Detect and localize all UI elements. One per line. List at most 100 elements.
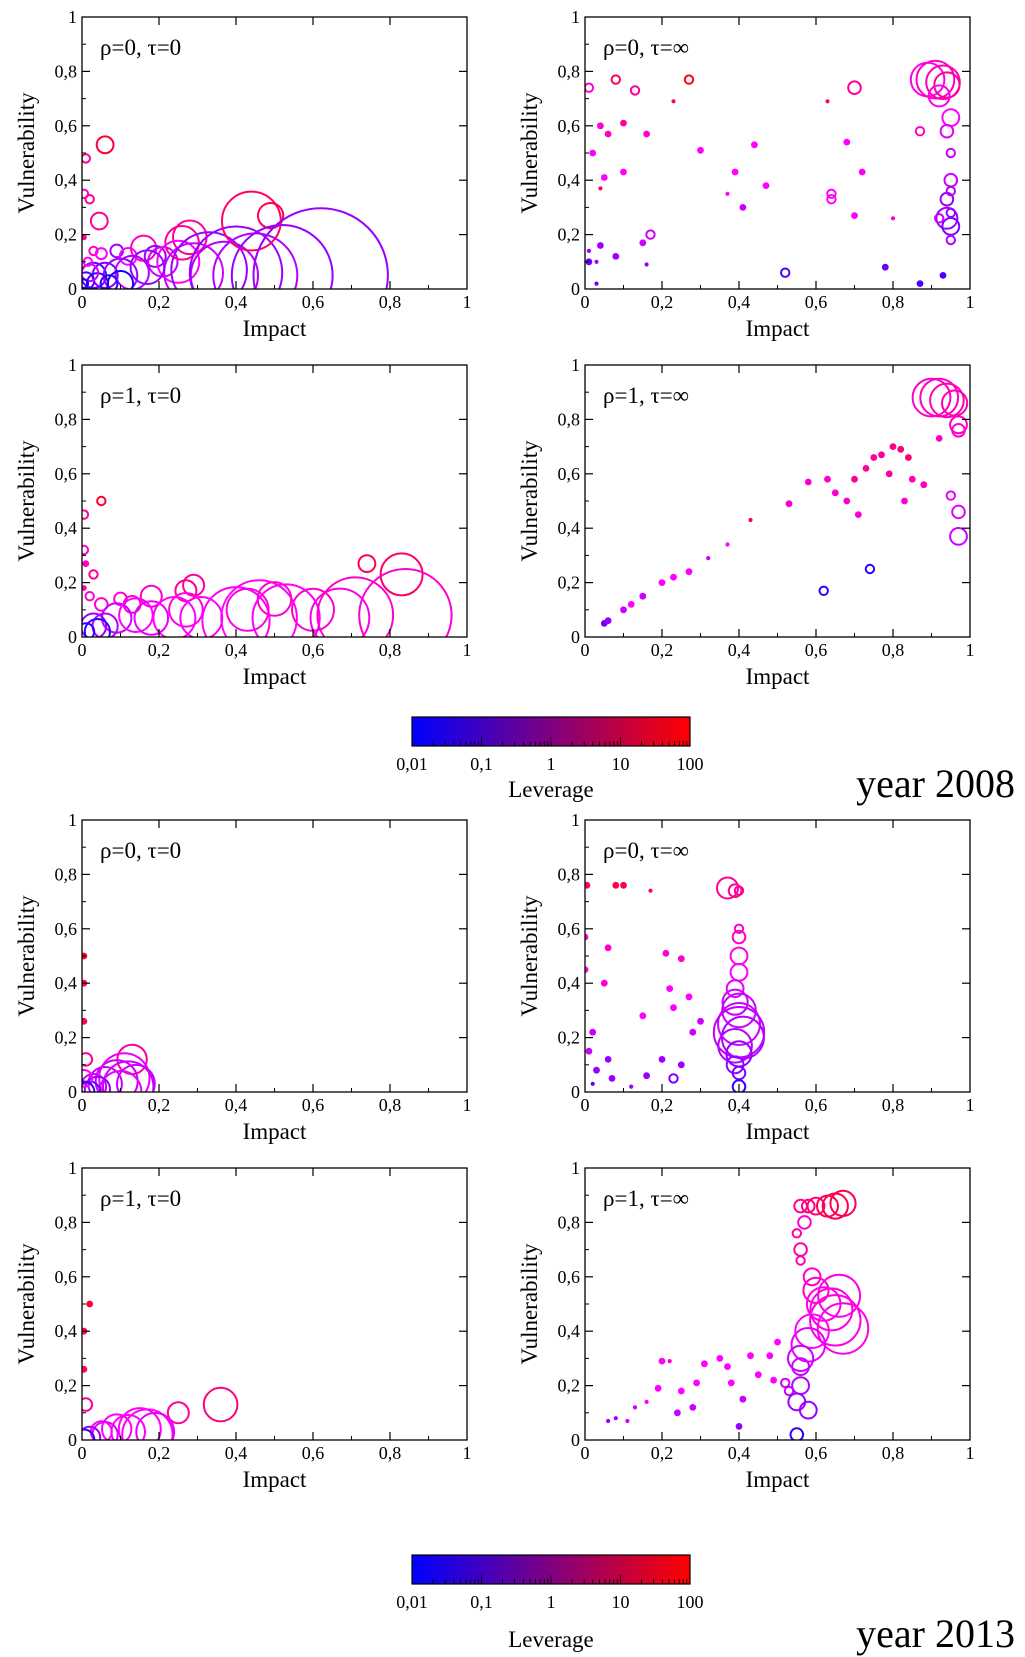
panel-1-point: [939, 123, 955, 139]
panel-3-ytick-label: 0,2: [558, 573, 581, 593]
panel-5-point: [585, 881, 591, 889]
panel-7-point: [797, 1215, 812, 1230]
panel-3-xtick-label: 1: [966, 640, 975, 660]
panel-0-ytick-label: 0,8: [55, 61, 78, 81]
panel-2-xtick-label: 0,2: [148, 640, 171, 660]
colorbar-2008-tick-1: 0,1: [470, 754, 493, 774]
panel-5-point: [717, 1028, 753, 1064]
panel-3-point: [949, 415, 968, 435]
panel-1-point: [610, 74, 621, 85]
panel-5-points: [585, 876, 766, 1092]
panel-5-point: [662, 949, 670, 957]
colorbar-2008-tick-3: 10: [612, 754, 630, 774]
colorbar-2013-tick-1: 0,1: [470, 1592, 493, 1612]
panel-7-point: [789, 1427, 805, 1440]
panel-6-point: [110, 1414, 146, 1440]
panel-0-ytick-label: 0,2: [55, 225, 78, 245]
panel-4-xtick-label: 1: [463, 1095, 472, 1115]
panel-6-ytick-label: 0,8: [55, 1212, 78, 1232]
panel-5-point: [629, 1084, 634, 1089]
panel-1-point: [826, 188, 837, 200]
panel-5-xlabel: Impact: [746, 1119, 810, 1144]
panel-0-point: [82, 234, 87, 241]
panel-3-point: [885, 470, 893, 478]
panel-0-point: [188, 225, 284, 289]
colorbar-2013-tick-2: 1: [547, 1592, 556, 1612]
panel-1-ytick-label: 0,4: [558, 170, 581, 190]
panel-4-point: [82, 1080, 102, 1092]
panel-5-point: [666, 985, 674, 992]
panel-5-point: [670, 1004, 677, 1012]
panel-0-ytick-label: 0,6: [55, 116, 78, 136]
panel-0-point: [94, 247, 108, 261]
panel-1-point: [671, 99, 676, 104]
panel-6-xtick-label: 0,8: [379, 1443, 402, 1463]
panel-1-point: [594, 259, 599, 264]
panel-1-point: [943, 172, 959, 188]
panel-1-point: [939, 272, 947, 279]
panel-5-ytick-label: 1: [571, 810, 580, 830]
panel-7-point: [739, 1395, 747, 1403]
panel-2-xtick-label: 0,8: [379, 640, 402, 660]
panel-7-point: [693, 1379, 700, 1387]
panel-4-point: [82, 1073, 108, 1092]
panel-7-point: [689, 1404, 697, 1411]
year-label-2013: year 2013: [856, 1611, 1015, 1656]
colorbar-2008-title: Leverage: [508, 777, 594, 802]
panel-3-point: [905, 454, 912, 461]
panel-2-point: [152, 596, 197, 637]
panel-3-point: [851, 475, 858, 483]
panel-7-point: [791, 1357, 810, 1376]
panel-5-point: [658, 1056, 666, 1063]
panel-4-ytick-label: 0,4: [55, 973, 78, 993]
panel-6-xtick-label: 0,4: [225, 1443, 248, 1463]
panel-2-xlabel: Impact: [243, 664, 307, 689]
panel-7-point: [817, 1273, 862, 1318]
panel-1-point: [851, 212, 858, 220]
panel-4-xlabel: Impact: [243, 1119, 307, 1144]
panel-4-point: [102, 1060, 155, 1092]
panel-7-point: [606, 1418, 611, 1424]
panel-0-point: [106, 270, 135, 289]
panel-3-ytick-label: 1: [571, 355, 580, 375]
colorbar-2013-tick-3: 10: [612, 1592, 630, 1612]
panel-3-point: [706, 556, 711, 561]
panel-7-ytick-label: 0,6: [558, 1267, 581, 1287]
panel-2-point: [220, 579, 298, 637]
panel-7-xlabel: Impact: [746, 1467, 810, 1492]
panel-7-point: [801, 1198, 816, 1214]
panel-6-ytick-label: 0,2: [55, 1376, 78, 1396]
panel-4-ylabel: Vulnerability: [14, 895, 39, 1017]
panel-5-point: [639, 1012, 647, 1020]
panel-5-point: [731, 929, 747, 945]
panel-1-point: [843, 138, 851, 146]
panel-1-point: [916, 280, 924, 287]
panel-2: 00 0,2 0,2 0,4 0,4 0,6 0,6 0,8 0,8 1 1 Impact Vulner…: [14, 355, 472, 689]
colorbar-2013-title: Leverage: [508, 1627, 594, 1652]
panel-7-point: [674, 1409, 681, 1417]
panel-6-point: [166, 1401, 190, 1425]
panel-1-ytick-label: 0: [571, 279, 580, 299]
panel-2-point: [309, 587, 371, 637]
panel-3-xtick-label: 0,4: [728, 640, 751, 660]
panel-1-point: [751, 141, 758, 149]
panel-0-point: [82, 188, 90, 199]
panel-4-label: ρ=0, τ=0: [100, 838, 181, 863]
colorbar-2008: 0,01 0,1 1 10 100 Leverage: [396, 716, 704, 802]
panel-1-point: [639, 239, 647, 247]
panel-4: 00 0,2 0,2 0,4 0,4 0,6 0,6 0,8 0,8 1 1 Impact Vulner…: [14, 810, 472, 1144]
panel-0: 00 0,2 0,2 0,4 0,4 0,6 0,6 0,8 0,8 1 1 Impact Vulner…: [14, 7, 472, 341]
panel-5-point: [590, 1081, 595, 1086]
panel-5-point: [600, 979, 608, 987]
panel-2-point: [168, 592, 204, 628]
panel-4-xtick-label: 0,2: [148, 1095, 171, 1115]
panel-2-ytick-label: 0,8: [55, 409, 78, 429]
panel-1-point: [683, 74, 695, 85]
panel-0-point: [82, 153, 91, 164]
panel-3-point: [620, 606, 627, 614]
panel-1-point: [598, 186, 603, 191]
panel-3-xlabel: Impact: [746, 664, 810, 689]
panel-7-point: [780, 1377, 791, 1389]
panel-7-point: [667, 1359, 672, 1364]
panel-1-ytick-label: 0,2: [558, 225, 581, 245]
